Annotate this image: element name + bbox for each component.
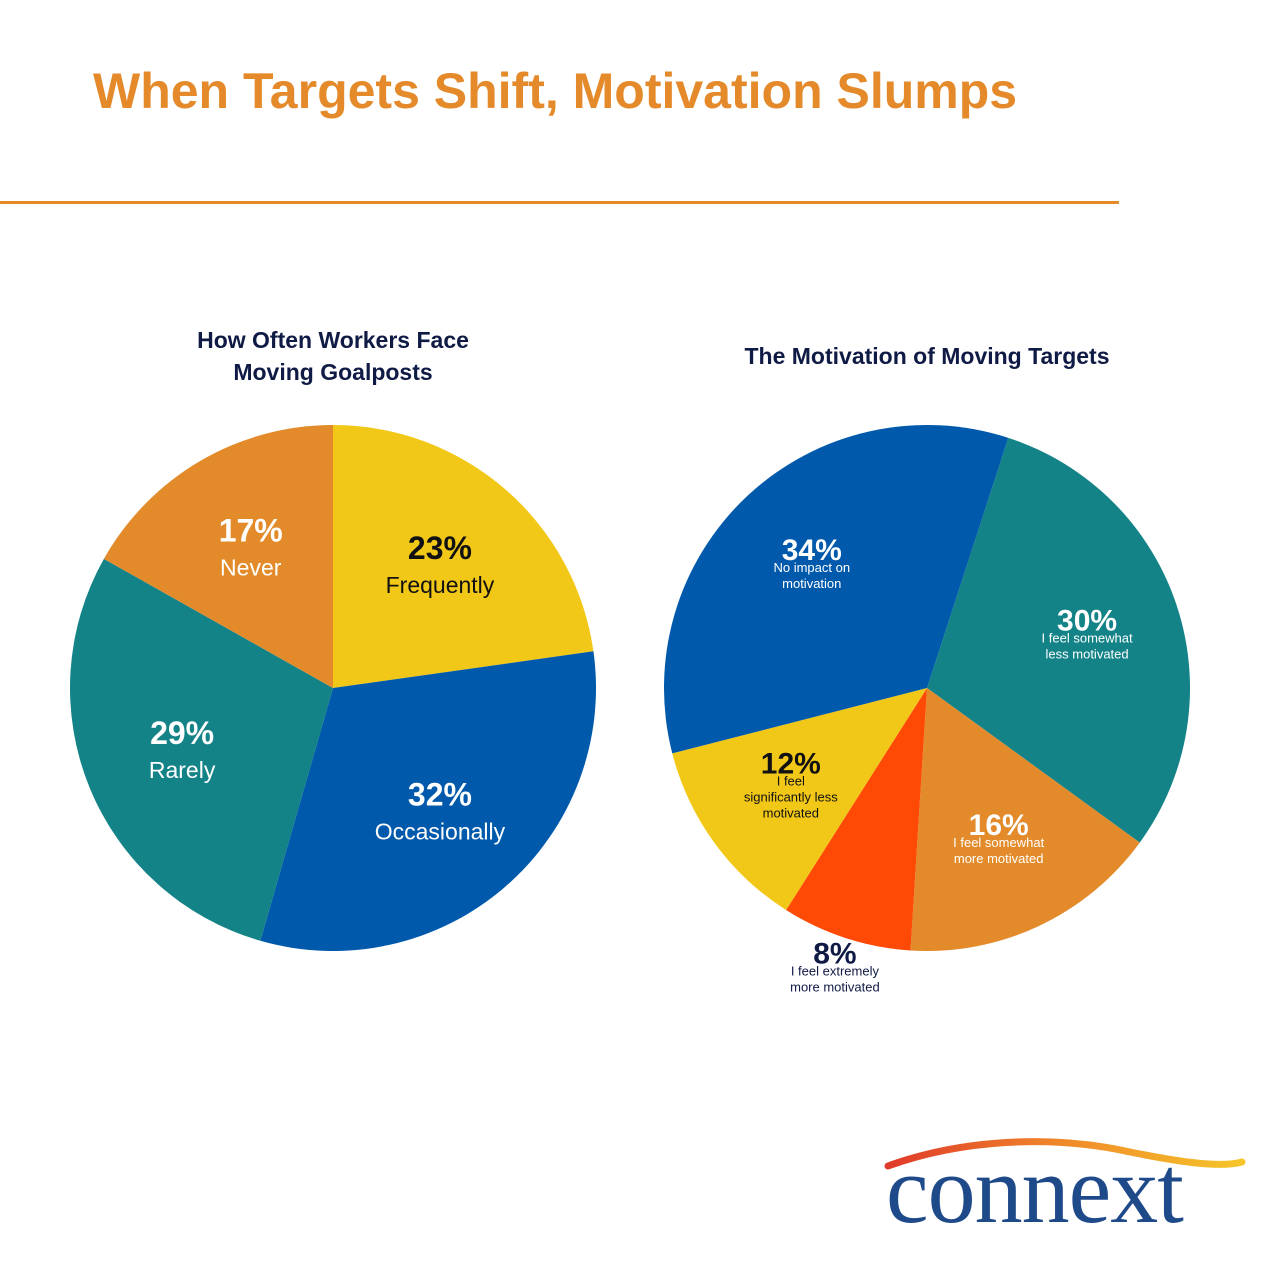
chart-2-text-i-feel-somewhat-more-motivated-1: I feel somewhat [953,835,1044,850]
chart-2-text-i-feel-extremely-more-motivated-1: I feel extremely [791,963,880,978]
chart-2-title-line-1: The Motivation of Moving Targets [744,343,1110,369]
chart-2-slice-no-impact-on-motivation [663,424,1009,754]
chart-1-label-rarely: 29% Rarely [149,715,216,783]
chart-2-pct-no-impact-on-motivation: 34% [782,534,842,567]
chart-1-title-line-2: Moving Goalposts [233,359,433,385]
page-title: When Targets Shift, Motivation Slumps [93,63,1018,119]
chart-2-text-i-feel-significantly-less-motivated-3: motivated [763,805,819,820]
chart-1-label-never: 17% Never [219,512,283,580]
chart-2-pct-i-feel-somewhat-more-motivated: 16% [969,809,1029,842]
chart-1-text-never-1: Never [220,554,282,580]
chart-2-text-i-feel-somewhat-more-motivated-2: more motivated [954,851,1044,866]
chart-1-pct-rarely: 29% [150,715,214,751]
chart-1-pct-never: 17% [219,512,283,548]
chart-1-slice-frequently [333,425,594,688]
chart-2-text-i-feel-somewhat-less-motivated-2: less motivated [1046,646,1129,661]
title-divider [0,201,1119,204]
connext-logo: connext [880,1130,1250,1240]
chart-2-pct-i-feel-significantly-less-motivated: 12% [761,747,821,780]
chart-2-text-i-feel-significantly-less-motivated-2: significantly less [744,789,838,804]
chart-2-slice-i-feel-significantly-less-motivated [672,688,927,911]
chart-1-label-occasionally: 32% Occasionally [375,776,506,844]
chart-1-slice-occasionally [260,651,596,952]
chart-2-text-no-impact-on-motivation-1: No impact on [773,560,850,575]
chart-1-slice-rarely [69,558,334,941]
chart-2-pct-i-feel-somewhat-less-motivated: 30% [1057,604,1117,637]
chart-2-text-i-feel-somewhat-less-motivated-1: I feel somewhat [1042,630,1133,645]
chart-1-text-frequently-1: Frequently [386,572,495,598]
logo-wordmark: connext [886,1136,1184,1243]
chart-2-text-i-feel-significantly-less-motivated-1: I feel [777,773,805,788]
chart-1-label-frequently: 23% Frequently [386,530,495,598]
chart-1-text-rarely-1: Rarely [149,757,216,783]
chart-1-title-line-1: How Often Workers Face [197,327,469,353]
chart-2-title: The Motivation of Moving Targets [677,340,1177,372]
chart-1-title: How Often Workers Face Moving Goalposts [133,324,533,388]
chart-1-text-occasionally-1: Occasionally [375,818,506,844]
logo-swoosh [884,1138,1246,1170]
chart-2-slice-i-feel-somewhat-more-motivated [910,688,1140,951]
chart-2-slice-i-feel-extremely-more-motivated [786,688,927,951]
chart-1-pct-occasionally: 32% [408,776,472,812]
chart-1-pct-frequently: 23% [408,530,472,566]
chart-2-slice-i-feel-somewhat-less-motivated [927,437,1190,843]
chart-1-slice-never [103,425,333,688]
chart-2-text-no-impact-on-motivation-2: motivation [782,576,841,591]
chart-2-text-i-feel-extremely-more-motivated-2: more motivated [790,979,880,994]
chart-2-pct-i-feel-extremely-more-motivated: 8% [813,937,856,970]
